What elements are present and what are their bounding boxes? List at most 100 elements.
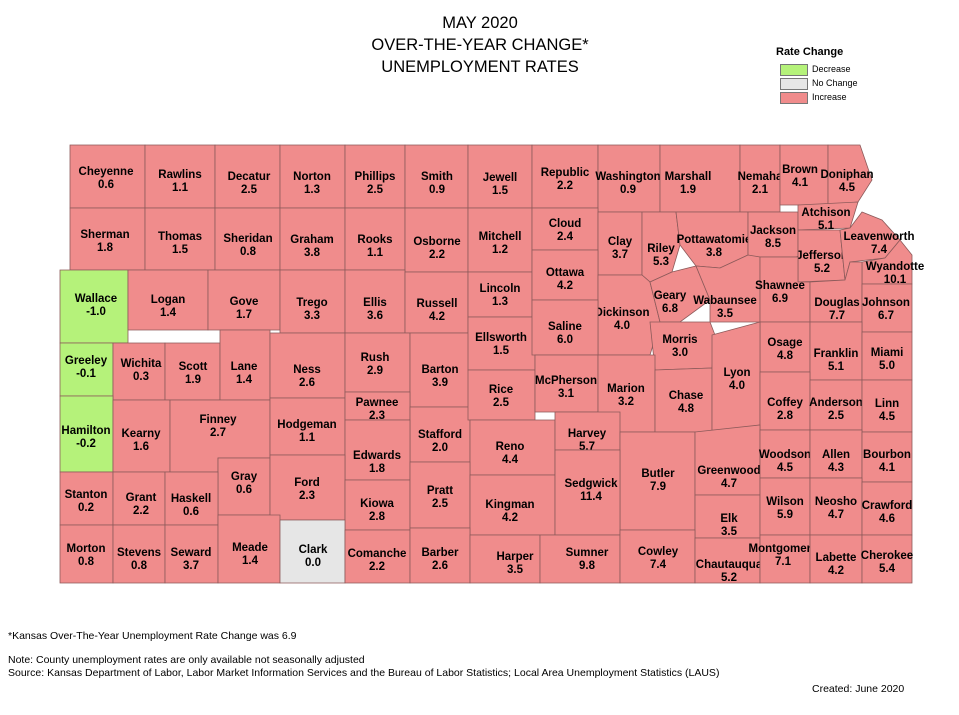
county-name: Kiowa [360,498,394,510]
county-value: 4.1 [879,462,896,474]
county-name: Washington [595,171,660,183]
county-value: 1.2 [492,244,508,256]
county-name: Elk [720,513,738,525]
county-name: Seward [171,547,212,559]
county-name: Nemaha [738,171,783,183]
county-value: 2.9 [367,365,383,377]
county-value: 3.5 [717,308,734,320]
county-value: -0.2 [76,438,96,450]
county-value: 0.8 [78,556,95,568]
county-name: Gray [231,471,258,483]
county-name: Labette [816,552,857,564]
county-value: 5.1 [818,220,835,232]
county-value: 7.1 [775,556,792,568]
county-name: Jewell [483,172,518,184]
county-name: McPherson [535,375,597,387]
county-value: 0.6 [236,484,252,496]
county-value: 3.2 [618,396,634,408]
county-name: Thomas [158,231,202,243]
county-value: 7.4 [650,559,667,571]
county-value: 0.6 [183,506,199,518]
county-value: 6.0 [557,334,573,346]
county-shape-cherokee [861,534,913,584]
county-value: 2.0 [432,442,448,454]
county-value: 3.5 [507,564,524,576]
county-value: 11.4 [580,491,602,503]
county-value: 0.8 [131,560,148,572]
county-name: Stanton [65,489,108,501]
county-name: Riley [647,243,675,255]
county-value: 1.1 [299,432,316,444]
legend-label-increase: Increase [812,92,847,102]
county-name: Wabaunsee [693,295,756,307]
county-name: Barber [421,547,459,559]
county-value: -1.0 [86,306,106,318]
county-name: Greeley [65,355,108,367]
county-value: 2.8 [777,410,794,422]
legend-swatch-increase [780,92,808,104]
county-name: Crawford [862,500,912,512]
county-value: 2.2 [369,561,385,573]
county-value: 1.7 [236,309,252,321]
county-name: Ford [294,477,320,489]
county-name: Reno [496,441,525,453]
county-name: Johnson [862,297,910,309]
county-value: 0.3 [133,371,149,383]
county-name: Wilson [766,496,804,508]
county-name: Edwards [353,450,401,462]
county-value: 5.3 [653,256,669,268]
county-name: Clay [608,236,633,248]
county-value: 7.9 [650,481,666,493]
county-value: 4.8 [777,350,794,362]
county-name: Saline [548,321,582,333]
legend-label-decrease: Decrease [812,64,851,74]
county-value: 1.5 [492,185,509,197]
county-name: Jefferson [796,250,848,262]
county-name: Sumner [566,547,609,559]
county-name: Bourbon [863,449,911,461]
county-value: 7.7 [829,310,845,322]
county-name: Haskell [171,493,211,505]
county-value: 2.7 [210,427,226,439]
county-name: Harvey [568,428,607,440]
county-name: Smith [421,171,453,183]
county-name: Pratt [427,485,453,497]
county-value: 4.8 [678,403,695,415]
county-value: 6.9 [772,293,788,305]
county-value: 4.7 [828,509,844,521]
county-value: 1.8 [369,463,386,475]
county-name: Rice [489,384,513,396]
county-value: 4.2 [429,311,445,323]
county-name: Lane [231,361,258,373]
county-name: Ottawa [546,267,585,279]
county-value: 5.2 [814,263,830,275]
note-footnote: Note: County unemployment rates are only… [8,654,365,666]
county-value: 1.1 [172,182,189,194]
county-name: Kearny [122,428,162,440]
